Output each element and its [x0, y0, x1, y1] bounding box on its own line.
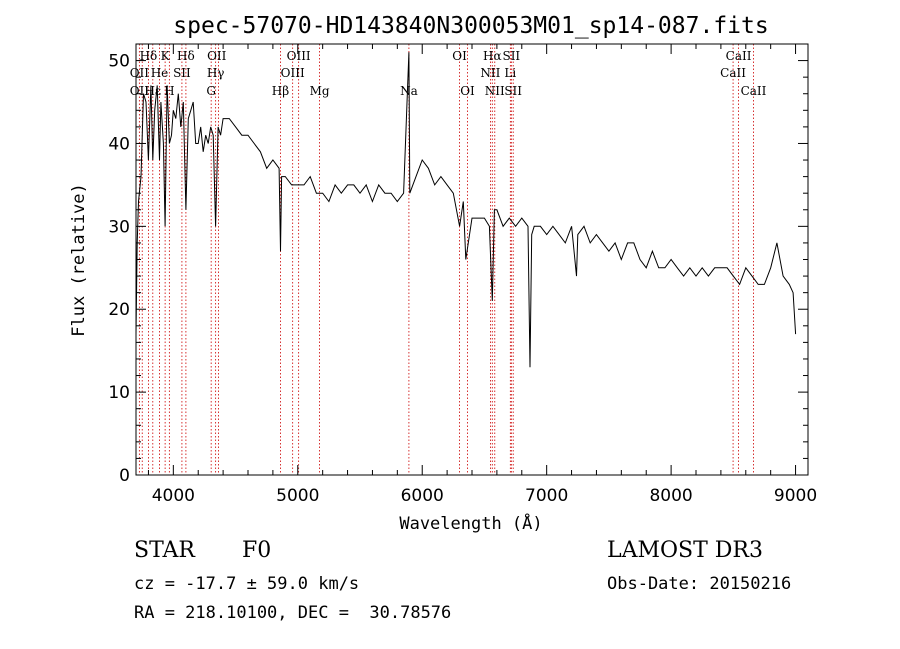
x-tick-label: 9000 [774, 486, 817, 506]
plot-frame [135, 43, 809, 476]
x-tick-label: 4000 [152, 486, 195, 506]
line-label: CaII [726, 49, 752, 63]
obs-date: Obs-Date: 20150216 [607, 574, 792, 594]
survey-name: LAMOST DR3 [607, 538, 763, 563]
line-label: OII [130, 66, 150, 80]
line-label: NII [480, 66, 500, 80]
line-label: Hγ [207, 66, 225, 80]
line-label: He [151, 66, 169, 80]
x-tick-label: 7000 [525, 486, 568, 506]
coordinates: RA = 218.10100, DEC = 30.78576 [134, 603, 452, 623]
y-axis-label: Flux (relative) [69, 183, 89, 337]
line-label: CaII [741, 84, 767, 98]
y-tick-label: 50 [108, 52, 130, 72]
line-label: OIII [287, 49, 311, 63]
y-axis: 0 10 20 30 40 50 [108, 52, 808, 486]
spectrum-line [135, 52, 797, 368]
line-label: OII [207, 49, 227, 63]
line-label: Mg [310, 84, 330, 98]
line-label: OIII [281, 66, 305, 80]
x-axis: 4000 5000 6000 7000 8000 9000 [147, 44, 817, 506]
line-label: NII [485, 84, 505, 98]
line-markers [138, 44, 754, 475]
line-label: Hε [144, 84, 161, 98]
chart-title: spec-57070-HD143840N300053M01_sp14-087.f… [173, 13, 768, 39]
line-label: H [164, 84, 174, 98]
line-label: Li [504, 66, 516, 80]
y-tick-label: 20 [108, 300, 130, 320]
object-class: F0 [242, 538, 272, 563]
x-axis-label: Wavelength (Å) [399, 512, 542, 534]
line-label: SII [504, 84, 522, 98]
x-tick-label: 5000 [276, 486, 319, 506]
y-tick-label: 40 [108, 134, 130, 154]
line-label: SII [502, 49, 520, 63]
line-label: Hα [483, 49, 502, 63]
y-tick-label: 10 [108, 383, 130, 403]
line-label: Hδ [140, 49, 158, 63]
line-label: OI [452, 49, 467, 63]
redshift-text: cz = -17.7 ± 59.0 km/s [134, 574, 360, 594]
x-tick-label: 6000 [401, 486, 444, 506]
line-label: Hβ [272, 84, 289, 98]
y-tick-label: 30 [108, 217, 130, 237]
line-label: OII [130, 84, 150, 98]
line-label: OI [460, 84, 475, 98]
line-label: SII [173, 66, 191, 80]
line-label: CaII [720, 66, 746, 80]
object-type: STAR [134, 538, 195, 563]
line-label: Hδ [177, 49, 195, 63]
x-tick-label: 8000 [649, 486, 692, 506]
line-label: G [206, 84, 216, 98]
line-label: K [161, 49, 171, 63]
y-tick-label: 0 [119, 466, 130, 486]
